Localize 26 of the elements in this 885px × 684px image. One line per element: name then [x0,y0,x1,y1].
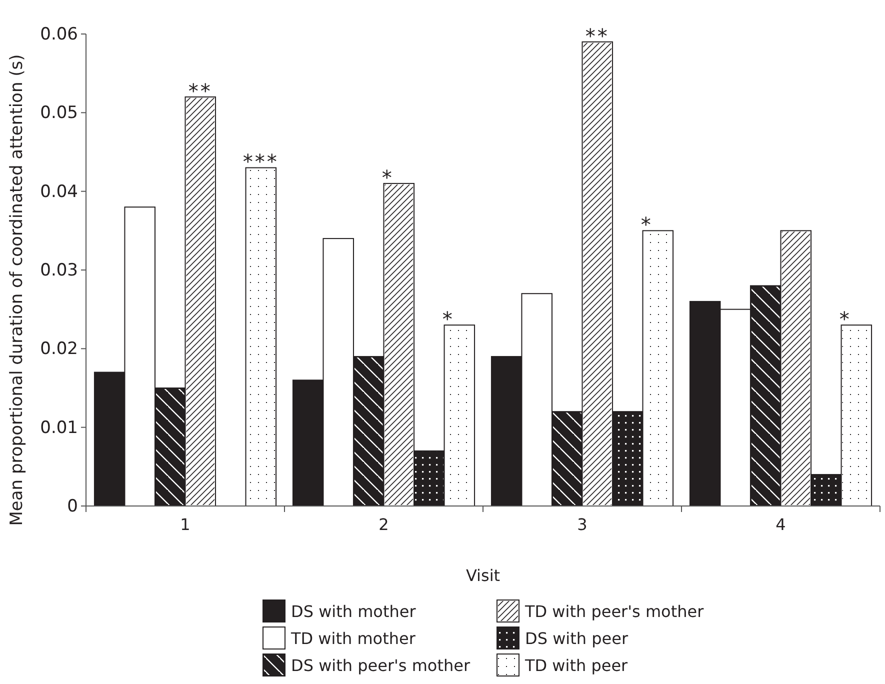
x-tick-label: 3 [577,514,588,534]
annotation: ** [585,24,610,48]
legend-label: TD with peer's mother [524,602,704,621]
annotation: * [382,165,394,190]
y-tick-label: 0.05 [40,103,78,124]
legend-label: TD with mother [290,629,416,648]
y-tick-label: 0.03 [40,260,78,280]
legend-label: TD with peer [524,656,628,675]
x-tick-label: 2 [378,514,389,534]
y-tick-label: 0.01 [40,418,78,438]
y-tick-label: 0.04 [40,182,78,202]
y-tick-label: 0 [67,496,78,516]
annotation: * [839,307,852,332]
legend-label: DS with peer [525,629,628,648]
annotation: * [442,307,454,332]
annotation: * [640,212,653,237]
annotation: ** [188,78,212,103]
y-tick-label: 0.06 [40,24,78,44]
y-axis-title: Mean proportional duration of coordinated attention (s) [7,54,27,526]
legend-label: DS with mother [291,602,416,621]
y-tick-label: 0.02 [40,339,78,360]
annotation: *** [242,150,279,174]
x-tick-label: 1 [180,514,190,534]
x-tick-label: 4 [776,514,786,534]
legend-label: DS with peer's mother [291,656,470,675]
x-axis-title: Visit [466,566,500,585]
